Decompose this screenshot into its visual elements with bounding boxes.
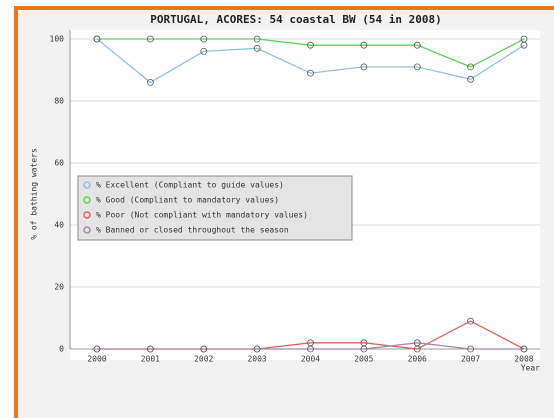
x-tick-label: 2002: [194, 355, 213, 364]
legend-marker: [83, 181, 91, 189]
legend-label: % Banned or closed throughout the season: [96, 226, 289, 235]
data-point: [360, 345, 368, 353]
x-tick-label: 2001: [141, 355, 160, 364]
data-point: [200, 345, 208, 353]
data-point: [146, 79, 154, 86]
y-tick-label: 80: [54, 97, 64, 106]
legend-label: % Excellent (Compliant to guide values): [96, 181, 284, 190]
legend-marker: [83, 196, 91, 204]
x-tick-label: 2004: [301, 355, 320, 364]
data-point: [93, 35, 101, 43]
data-point: [200, 35, 208, 43]
data-point: [93, 345, 101, 353]
chart-title: PORTUGAL, ACORES: 54 coastal BW (54 in 2…: [150, 13, 441, 26]
y-tick-label: 0: [59, 345, 64, 354]
data-point: [253, 35, 261, 43]
data-point: [413, 63, 421, 71]
data-point: [200, 48, 208, 55]
x-tick-label: 2003: [247, 355, 266, 364]
y-tick-label: 60: [54, 159, 64, 168]
data-point: [467, 75, 475, 83]
data-point: [307, 69, 314, 77]
data-point: [467, 63, 475, 71]
legend-label: % Poor (Not compliant with mandatory val…: [96, 211, 308, 220]
data-point: [520, 345, 528, 353]
data-point: [146, 345, 154, 353]
data-point: [360, 63, 368, 71]
y-tick-label: 100: [50, 35, 65, 44]
legend-marker: [83, 226, 91, 234]
x-axis-label: Year: [521, 364, 540, 373]
x-tick-label: 2000: [87, 355, 106, 364]
data-point: [467, 345, 475, 353]
data-point: [520, 35, 528, 43]
data-point: [307, 41, 314, 49]
data-point: [253, 345, 261, 353]
data-point: [307, 345, 314, 353]
legend-box: [77, 175, 353, 241]
data-point: [146, 35, 154, 43]
x-tick-label: 2005: [354, 355, 373, 364]
series-line: [96, 38, 525, 84]
y-axis-label: % of bathing waters: [30, 148, 39, 240]
y-tick-label: 20: [54, 283, 64, 292]
x-tick-label: 2006: [408, 355, 427, 364]
data-point: [413, 339, 421, 347]
data-point: [360, 41, 368, 49]
data-point: [467, 317, 475, 325]
data-point: [253, 44, 261, 52]
data-point: [413, 41, 421, 49]
series-line: [97, 342, 524, 350]
x-tick-label: 2007: [461, 355, 480, 364]
x-tick-label: 2008: [514, 355, 533, 364]
legend-marker: [83, 211, 91, 219]
y-tick-label: 40: [54, 221, 64, 230]
series-line: [97, 38, 525, 68]
legend-label: % Good (Compliant to mandatory values): [96, 196, 279, 205]
